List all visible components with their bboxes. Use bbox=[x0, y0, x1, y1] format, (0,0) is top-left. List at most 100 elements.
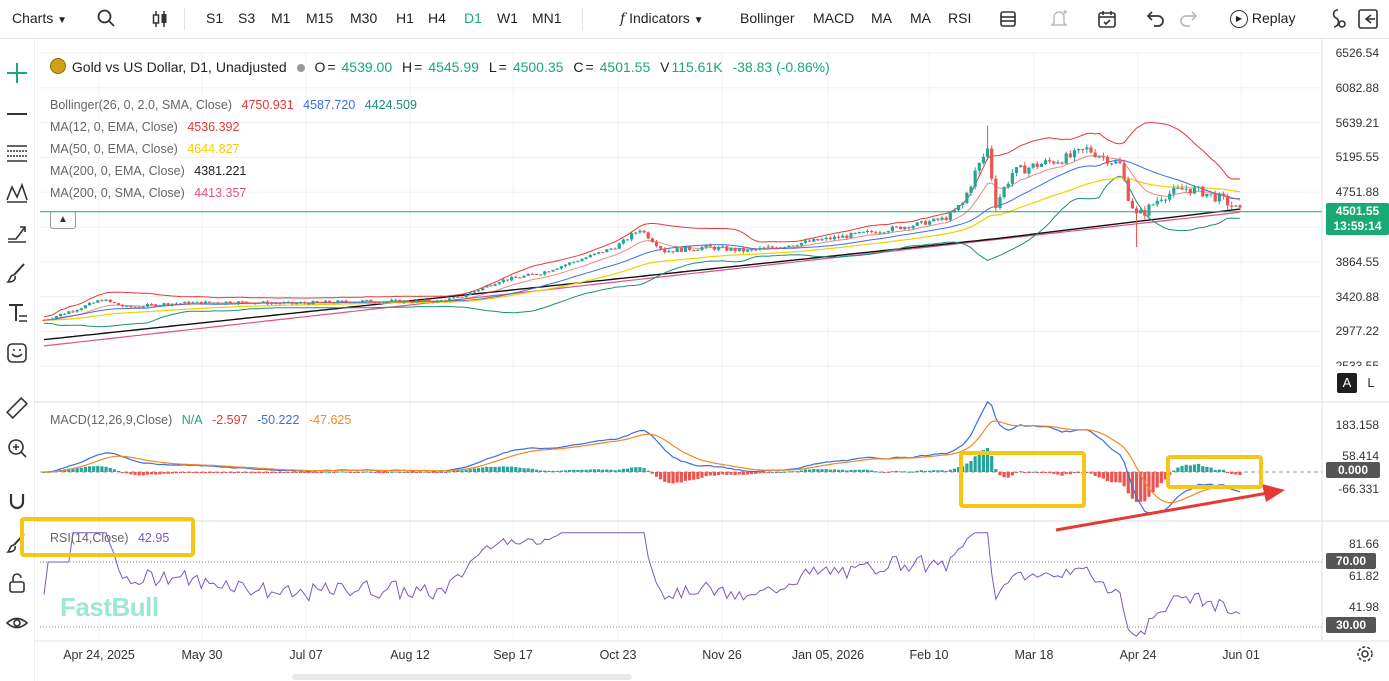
quick-indicator-rsi[interactable]: RSI bbox=[948, 10, 972, 26]
highlight-macd-trough bbox=[959, 451, 1086, 508]
candle-body bbox=[369, 299, 373, 303]
candle-body bbox=[1006, 183, 1010, 188]
high-label: H bbox=[402, 59, 413, 75]
candle-body bbox=[435, 300, 439, 303]
macd-histogram-bar bbox=[92, 466, 96, 472]
macd-histogram-bar bbox=[911, 471, 915, 473]
pattern-icon[interactable] bbox=[5, 180, 29, 204]
candle-body bbox=[212, 302, 216, 304]
macd-histogram-bar bbox=[71, 468, 75, 472]
timeframe-s1[interactable]: S1 bbox=[206, 10, 224, 26]
candle-body bbox=[311, 301, 315, 305]
macd-histogram-bar bbox=[307, 472, 311, 473]
ema200-legend[interactable]: MA(200, 0, EMA, Close) 4381.221 bbox=[50, 164, 252, 178]
macd-legend[interactable]: MACD(12,26,9,Close) N/A -2.597 -50.222 -… bbox=[50, 413, 357, 427]
macd-histogram-bar bbox=[195, 472, 199, 473]
candle-body bbox=[418, 300, 423, 302]
ma12-value: 4536.392 bbox=[187, 120, 240, 134]
candle-body bbox=[956, 205, 961, 211]
candle-body bbox=[952, 210, 957, 213]
forecast-icon[interactable] bbox=[5, 220, 29, 244]
candle-body bbox=[733, 248, 737, 252]
timeframe-s3[interactable]: S3 bbox=[238, 10, 256, 26]
candle-body bbox=[857, 231, 861, 234]
macd-histogram-bar bbox=[336, 471, 340, 473]
timeframe-m15[interactable]: M15 bbox=[306, 10, 334, 26]
unlock-icon[interactable] bbox=[5, 571, 29, 595]
horizontal-scrollbar[interactable] bbox=[292, 674, 632, 680]
ma50-legend[interactable]: MA(50, 0, EMA, Close) 4644.827 bbox=[50, 142, 245, 156]
candle-body bbox=[1072, 150, 1077, 158]
brush-icon[interactable] bbox=[5, 261, 29, 285]
snapshot-icon[interactable] bbox=[1328, 8, 1348, 33]
text-tool-icon[interactable] bbox=[5, 301, 29, 325]
chart-settings-gear-icon[interactable] bbox=[1356, 645, 1374, 663]
macd-signal-value: -47.625 bbox=[308, 413, 352, 427]
candle-body bbox=[932, 218, 936, 222]
symbol-legend: Gold vs US Dollar, D1, Unadjusted O = 4539… bbox=[50, 58, 836, 75]
trend-line-icon[interactable] bbox=[5, 101, 29, 125]
macd-histogram-bar bbox=[323, 471, 328, 473]
timeframe-w1[interactable]: W1 bbox=[497, 10, 518, 26]
undo-icon[interactable] bbox=[1146, 8, 1166, 31]
candle-body bbox=[539, 274, 543, 276]
crosshair-icon[interactable] bbox=[5, 61, 29, 85]
emoji-sticker-icon[interactable] bbox=[5, 341, 29, 365]
log-scale-button[interactable]: L bbox=[1367, 375, 1375, 390]
macd-line bbox=[43, 400, 1241, 515]
quick-indicator-ma[interactable]: MA bbox=[871, 10, 892, 26]
redo-icon[interactable] bbox=[1178, 8, 1198, 31]
candle-body bbox=[1097, 156, 1101, 158]
candle-body bbox=[1217, 193, 1221, 202]
candle-body bbox=[729, 248, 733, 251]
timeframe-m1[interactable]: M1 bbox=[271, 10, 291, 26]
macd-histogram-bar bbox=[716, 472, 721, 476]
zoom-in-icon[interactable] bbox=[5, 436, 29, 460]
macd-histogram-bar bbox=[87, 466, 92, 472]
candle-body bbox=[1234, 205, 1238, 207]
macd-histogram-bar bbox=[1072, 472, 1077, 473]
alert-bell-icon[interactable] bbox=[1048, 8, 1070, 33]
macd-histogram-bar bbox=[282, 472, 286, 473]
ruler-icon[interactable] bbox=[5, 396, 29, 420]
indicators-button[interactable]: f Indicators ▼ bbox=[620, 10, 704, 27]
candle-body bbox=[361, 300, 365, 302]
timeframe-m30[interactable]: M30 bbox=[350, 10, 378, 26]
rsi-axis-low: 41.98 bbox=[1348, 600, 1379, 614]
magnet-icon[interactable] bbox=[5, 489, 29, 513]
macd-histogram-bar bbox=[919, 470, 923, 472]
rsi-legend[interactable]: RSI(14,Close) 42.95 bbox=[50, 531, 175, 545]
timeframe-d1[interactable]: D1 bbox=[464, 10, 482, 26]
fib-retracement-icon[interactable] bbox=[5, 140, 29, 164]
macd-histogram-bar bbox=[1101, 472, 1106, 479]
ma12-legend[interactable]: MA(12, 0, EMA, Close) 4536.392 bbox=[50, 120, 245, 134]
macd-histogram-bar bbox=[493, 466, 497, 472]
template-icon[interactable] bbox=[998, 9, 1018, 32]
collapse-legend-button[interactable]: ▲ bbox=[50, 211, 76, 229]
candle-body bbox=[83, 305, 87, 309]
search-icon[interactable] bbox=[96, 8, 116, 31]
timeframe-h1[interactable]: H1 bbox=[396, 10, 414, 26]
calendar-icon[interactable] bbox=[1096, 8, 1118, 33]
eye-icon[interactable] bbox=[5, 611, 29, 635]
candle-body bbox=[659, 246, 663, 249]
candle-body bbox=[1238, 205, 1242, 208]
exit-fullscreen-icon[interactable] bbox=[1357, 8, 1379, 33]
auto-scale-button[interactable]: A bbox=[1337, 373, 1357, 393]
bollinger-legend[interactable]: Bollinger(26, 0, 2.0, SMA, Close) 4750.9… bbox=[50, 98, 423, 112]
replay-button[interactable]: ▶ Replay bbox=[1230, 10, 1295, 29]
sma200-legend[interactable]: MA(200, 0, SMA, Close) 4413.357 bbox=[50, 186, 252, 200]
quick-indicator-macd[interactable]: MACD bbox=[813, 10, 855, 26]
macd-histogram-bar bbox=[489, 466, 493, 472]
candle-body bbox=[551, 269, 555, 272]
quick-indicator-ma-2[interactable]: MA bbox=[910, 10, 931, 26]
timeframe-mn1[interactable]: MN1 bbox=[532, 10, 562, 26]
timeframe-h4[interactable]: H4 bbox=[428, 10, 446, 26]
quick-indicator-bollinger[interactable]: Bollinger bbox=[740, 10, 795, 26]
candle-body bbox=[1043, 160, 1048, 164]
candlestick-type-icon[interactable] bbox=[150, 9, 170, 32]
macd-histogram-bar bbox=[965, 463, 969, 472]
rsi-line bbox=[43, 532, 1241, 637]
charts-menu-button[interactable]: Charts ▼ bbox=[12, 10, 67, 26]
